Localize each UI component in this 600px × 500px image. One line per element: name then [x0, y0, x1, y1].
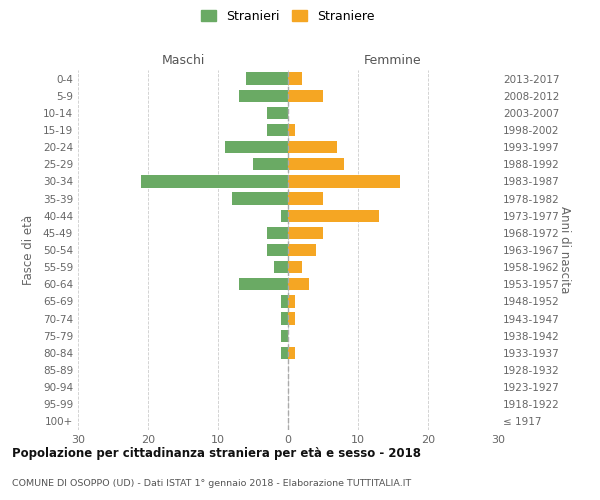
- Bar: [288, 90, 323, 102]
- Bar: [281, 296, 288, 308]
- Bar: [267, 124, 288, 136]
- Bar: [267, 226, 288, 239]
- Bar: [288, 278, 309, 290]
- Y-axis label: Anni di nascita: Anni di nascita: [558, 206, 571, 294]
- Bar: [288, 72, 302, 85]
- Text: Popolazione per cittadinanza straniera per età e sesso - 2018: Popolazione per cittadinanza straniera p…: [12, 448, 421, 460]
- Bar: [288, 176, 400, 188]
- Bar: [288, 124, 295, 136]
- Bar: [253, 158, 288, 170]
- Bar: [281, 330, 288, 342]
- Bar: [232, 192, 288, 204]
- Bar: [267, 106, 288, 119]
- Bar: [239, 90, 288, 102]
- Bar: [288, 210, 379, 222]
- Bar: [141, 176, 288, 188]
- Text: COMUNE DI OSOPPO (UD) - Dati ISTAT 1° gennaio 2018 - Elaborazione TUTTITALIA.IT: COMUNE DI OSOPPO (UD) - Dati ISTAT 1° ge…: [12, 479, 411, 488]
- Bar: [288, 244, 316, 256]
- Bar: [225, 141, 288, 154]
- Bar: [239, 278, 288, 290]
- Y-axis label: Fasce di età: Fasce di età: [22, 215, 35, 285]
- Bar: [281, 210, 288, 222]
- Bar: [288, 296, 295, 308]
- Bar: [281, 346, 288, 359]
- Text: Maschi: Maschi: [161, 54, 205, 66]
- Bar: [288, 226, 323, 239]
- Bar: [288, 312, 295, 324]
- Bar: [288, 261, 302, 274]
- Bar: [246, 72, 288, 85]
- Bar: [288, 158, 344, 170]
- Bar: [267, 244, 288, 256]
- Bar: [288, 346, 295, 359]
- Text: Femmine: Femmine: [364, 54, 422, 66]
- Bar: [281, 312, 288, 324]
- Bar: [274, 261, 288, 274]
- Bar: [288, 192, 323, 204]
- Legend: Stranieri, Straniere: Stranieri, Straniere: [196, 4, 380, 28]
- Bar: [288, 141, 337, 154]
